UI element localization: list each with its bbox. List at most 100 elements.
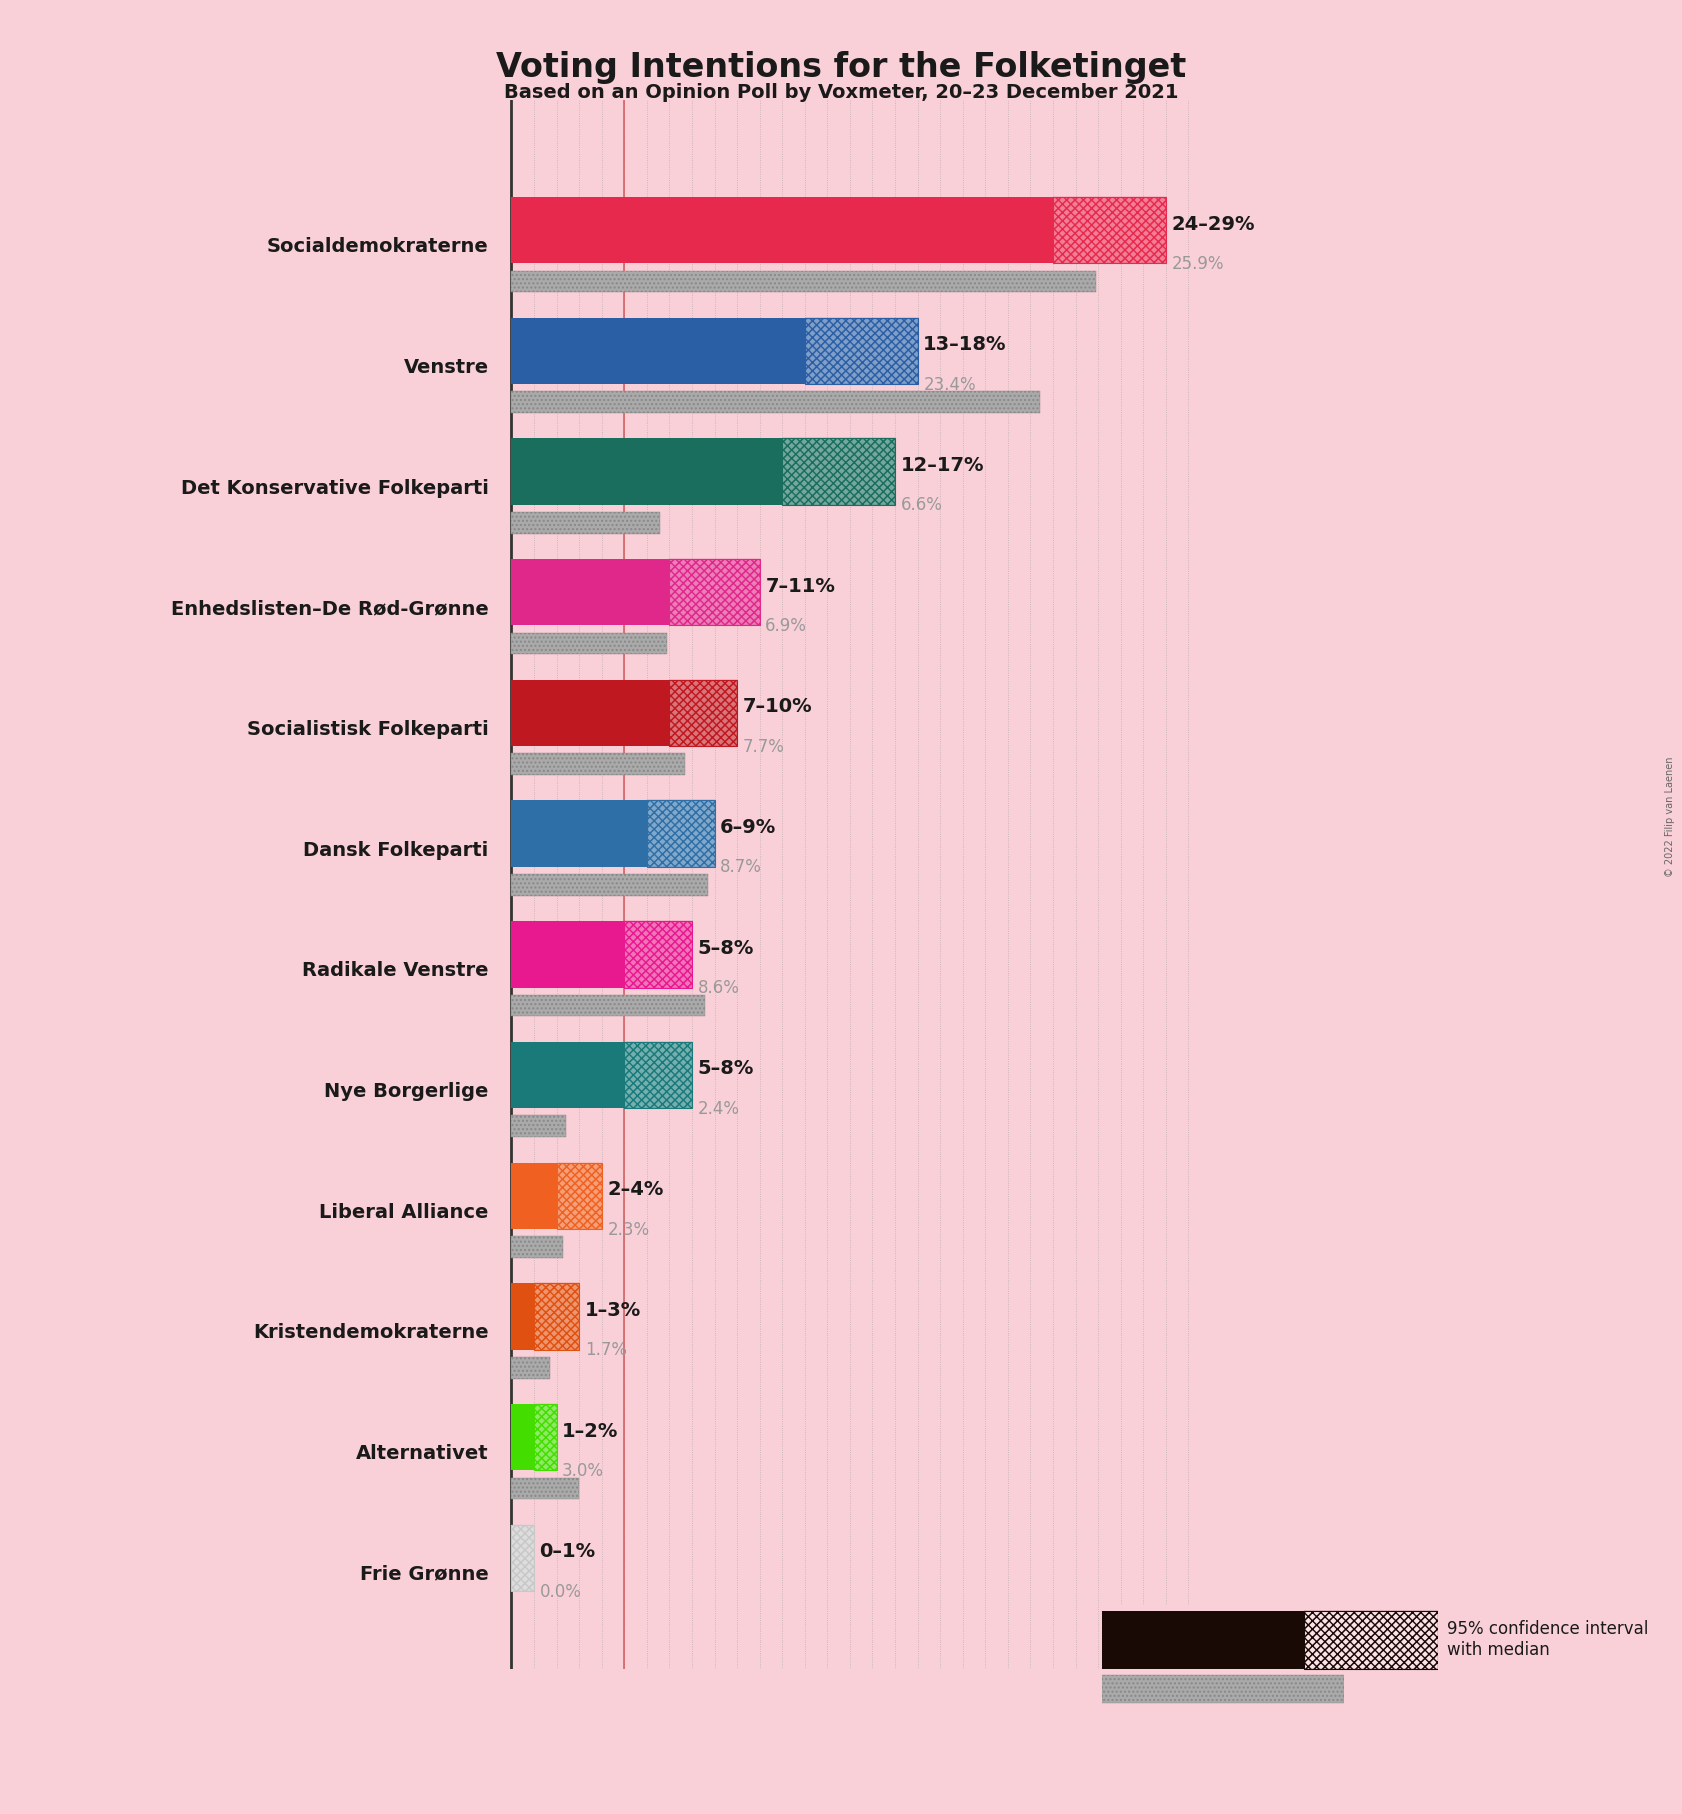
Bar — [782, 439, 895, 504]
Bar — [533, 1404, 557, 1471]
Bar — [804, 317, 918, 385]
Bar — [511, 1478, 579, 1500]
Text: 6.9%: 6.9% — [765, 617, 807, 635]
Bar — [669, 559, 760, 626]
Text: Based on an Opinion Poll by Voxmeter, 20–23 December 2021: Based on an Opinion Poll by Voxmeter, 20… — [503, 83, 1179, 102]
Bar — [511, 270, 1097, 292]
Bar — [624, 1041, 691, 1108]
Bar — [511, 1524, 533, 1591]
Bar — [511, 874, 708, 896]
Bar — [511, 1524, 533, 1591]
Bar — [511, 633, 668, 655]
Bar — [511, 633, 668, 655]
Bar — [1102, 1674, 1344, 1703]
Bar — [624, 922, 691, 987]
Bar — [782, 439, 895, 504]
Bar — [533, 1404, 557, 1471]
Bar — [511, 994, 705, 1016]
Bar — [511, 874, 708, 896]
Bar — [511, 512, 661, 533]
Bar — [1304, 1611, 1438, 1669]
Bar — [669, 680, 737, 746]
Text: 7–11%: 7–11% — [765, 577, 836, 595]
Text: 1–3%: 1–3% — [585, 1301, 641, 1321]
Bar — [511, 1116, 565, 1137]
Text: 6–9%: 6–9% — [720, 818, 777, 836]
Bar — [669, 559, 760, 626]
Bar — [511, 1524, 533, 1591]
Bar — [782, 439, 895, 504]
Bar — [1053, 198, 1166, 263]
Text: 0.0%: 0.0% — [540, 1582, 582, 1600]
Text: 2.3%: 2.3% — [607, 1221, 649, 1239]
Bar — [511, 198, 1053, 263]
Bar — [533, 1404, 557, 1471]
Bar — [511, 1524, 533, 1591]
Bar — [1053, 198, 1166, 263]
Text: © 2022 Filip van Laenen: © 2022 Filip van Laenen — [1665, 756, 1675, 876]
Bar — [557, 1163, 602, 1228]
Text: 0–1%: 0–1% — [540, 1542, 595, 1562]
Text: 7–10%: 7–10% — [743, 697, 812, 717]
Bar — [669, 680, 737, 746]
Bar — [669, 680, 737, 746]
Bar — [511, 1357, 550, 1379]
Text: Voting Intentions for the Folketinget: Voting Intentions for the Folketinget — [496, 51, 1186, 83]
Bar — [511, 1041, 624, 1108]
Bar — [669, 680, 737, 746]
Bar — [511, 1116, 565, 1137]
Bar — [1304, 1611, 1438, 1669]
Text: 25.9%: 25.9% — [1172, 256, 1224, 272]
Bar — [624, 1041, 691, 1108]
Bar — [1053, 198, 1166, 263]
Bar — [782, 439, 895, 504]
Bar — [557, 1163, 602, 1228]
Bar — [511, 753, 685, 775]
Bar — [511, 1235, 563, 1257]
Text: 13–18%: 13–18% — [923, 336, 1008, 354]
Bar — [511, 392, 1039, 414]
Bar — [648, 800, 715, 867]
Text: 2.4%: 2.4% — [698, 1099, 740, 1117]
Bar — [533, 1404, 557, 1471]
Bar — [511, 1282, 533, 1350]
Text: 8.6%: 8.6% — [698, 980, 740, 998]
Bar — [511, 922, 624, 987]
Bar — [624, 1041, 691, 1108]
Bar — [511, 994, 705, 1016]
Bar — [669, 559, 760, 626]
Bar — [511, 1404, 533, 1471]
Bar — [511, 1357, 550, 1379]
Text: 12–17%: 12–17% — [900, 455, 984, 475]
Text: 23.4%: 23.4% — [923, 375, 976, 394]
Bar — [804, 317, 918, 385]
Text: 6.6%: 6.6% — [900, 497, 942, 515]
Bar — [511, 270, 1097, 292]
Text: 3.0%: 3.0% — [562, 1462, 604, 1480]
Bar — [1102, 1674, 1344, 1703]
Bar — [511, 800, 648, 867]
Bar — [533, 1282, 579, 1350]
Bar — [648, 800, 715, 867]
Bar — [624, 922, 691, 987]
Bar — [533, 1282, 579, 1350]
Bar — [511, 680, 669, 746]
Text: 95% confidence interval
with median: 95% confidence interval with median — [1447, 1620, 1648, 1660]
Bar — [511, 1478, 579, 1500]
Bar — [624, 922, 691, 987]
Bar — [533, 1282, 579, 1350]
Bar — [804, 317, 918, 385]
Bar — [624, 922, 691, 987]
Text: 1–2%: 1–2% — [562, 1422, 619, 1440]
Bar — [1304, 1611, 1438, 1669]
Bar — [511, 392, 1039, 414]
Text: 5–8%: 5–8% — [698, 940, 754, 958]
Text: 1.7%: 1.7% — [585, 1341, 627, 1359]
Bar — [511, 512, 661, 533]
Bar — [511, 753, 685, 775]
Bar — [1053, 198, 1166, 263]
Bar — [511, 1163, 557, 1228]
Bar — [648, 800, 715, 867]
Bar — [557, 1163, 602, 1228]
Bar — [624, 1041, 691, 1108]
